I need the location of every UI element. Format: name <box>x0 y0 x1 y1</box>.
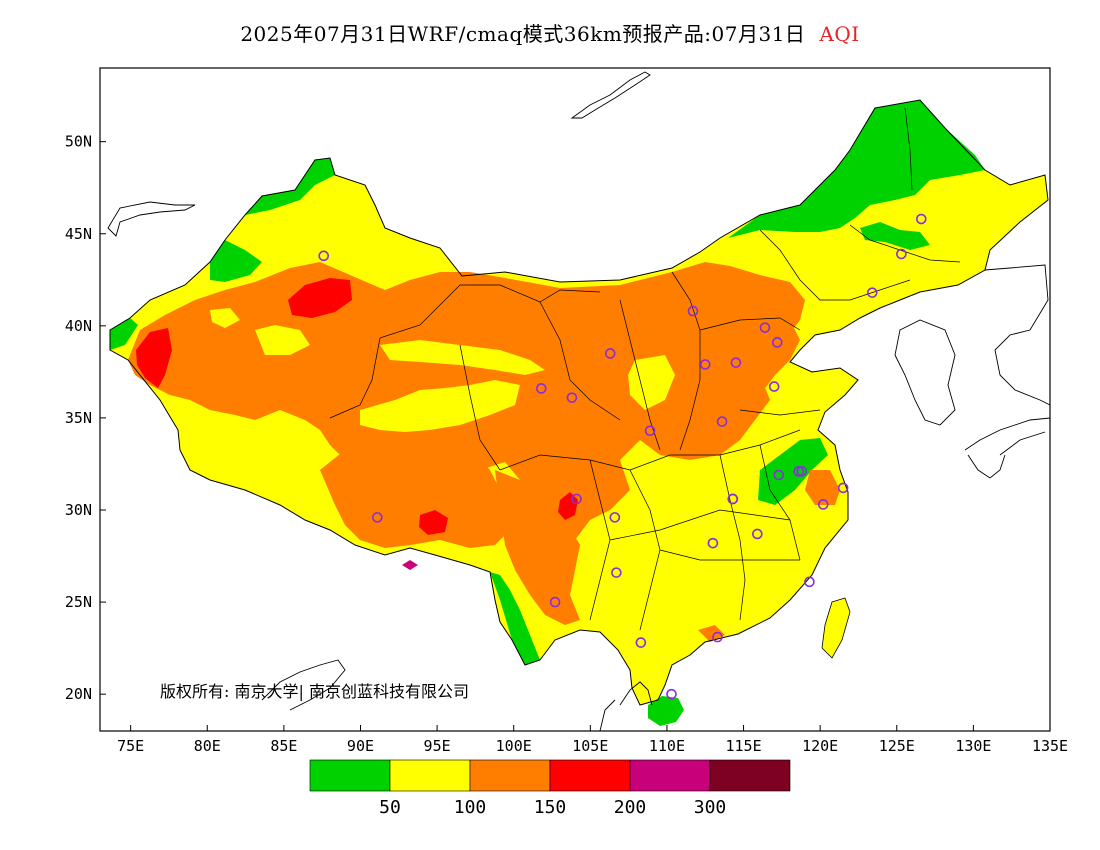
lon-tick-label: 120E <box>802 737 838 755</box>
lon-tick-label: 135E <box>1032 737 1068 755</box>
legend-swatch <box>310 760 390 791</box>
lon-tick-label: 85E <box>270 737 297 755</box>
legend-label: 200 <box>614 797 647 818</box>
lat-tick-label: 25N <box>65 593 92 611</box>
legend-swatch <box>710 760 790 791</box>
lon-tick-label: 105E <box>572 737 608 755</box>
lon-tick-label: 110E <box>649 737 685 755</box>
legend-label: 50 <box>379 797 401 818</box>
lon-tick-label: 115E <box>725 737 761 755</box>
lat-tick-label: 30N <box>65 501 92 519</box>
lat-tick-label: 35N <box>65 409 92 427</box>
lon-tick-label: 125E <box>879 737 915 755</box>
lat-tick-label: 40N <box>65 317 92 335</box>
legend-label: 300 <box>694 797 727 818</box>
legend-label: 150 <box>534 797 567 818</box>
lon-tick-label: 95E <box>424 737 451 755</box>
lon-tick-label: 100E <box>496 737 532 755</box>
copyright-text: 版权所有: 南京大学| 南京创蓝科技有限公司 <box>160 682 469 701</box>
lat-tick-label: 20N <box>65 685 92 703</box>
legend-label: 100 <box>454 797 487 818</box>
lat-tick-label: 50N <box>65 133 92 151</box>
aqi-legend: 50 100 150 200 300 <box>310 760 790 818</box>
legend-swatch <box>390 760 470 791</box>
legend-swatch <box>470 760 550 791</box>
lon-tick-label: 80E <box>194 737 221 755</box>
legend-swatch <box>630 760 710 791</box>
lat-tick-label: 45N <box>65 225 92 243</box>
lon-tick-label: 90E <box>347 737 374 755</box>
lon-tick-label: 130E <box>955 737 991 755</box>
legend-swatch <box>550 760 630 791</box>
lon-tick-label: 75E <box>117 737 144 755</box>
